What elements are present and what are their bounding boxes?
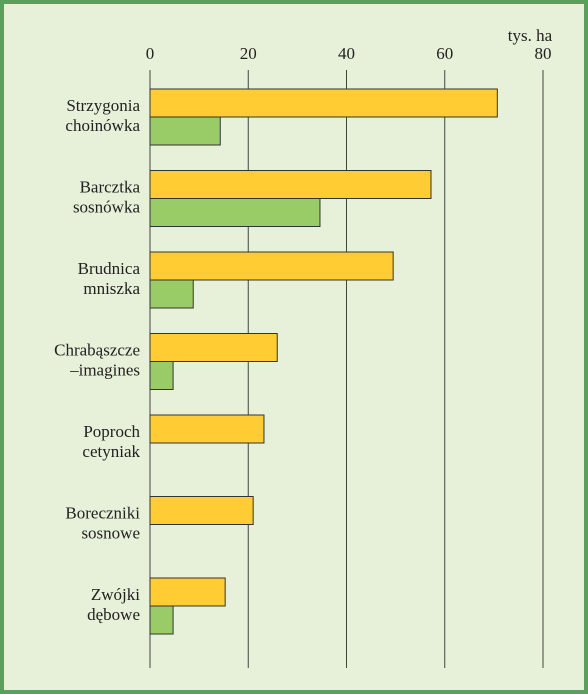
bar bbox=[149, 496, 254, 525]
y-tick-label: Barcztka bbox=[80, 177, 141, 196]
x-tick-label: 20 bbox=[240, 44, 257, 63]
y-tick-label: –imagines bbox=[69, 360, 140, 379]
bar bbox=[149, 279, 194, 309]
y-tick-label: Zwójki bbox=[91, 585, 140, 604]
y-tick-label: dębowe bbox=[87, 605, 140, 624]
y-tick-label: Brudnica bbox=[78, 259, 141, 278]
y-tick-label: mniszka bbox=[83, 279, 140, 298]
y-tick-label: sosnowe bbox=[81, 523, 140, 542]
x-tick-label: 80 bbox=[535, 44, 552, 63]
bar bbox=[149, 361, 174, 390]
y-tick-label: Poproch bbox=[83, 422, 140, 441]
y-tick-label: choinówka bbox=[65, 116, 140, 135]
y-tick-label: Strzygonia bbox=[66, 96, 140, 115]
x-tick-label: 60 bbox=[436, 44, 453, 63]
y-tick-label: Boreczniki bbox=[65, 503, 140, 522]
bar bbox=[149, 414, 265, 444]
bar bbox=[149, 170, 432, 199]
bar bbox=[149, 116, 221, 146]
bar bbox=[149, 605, 174, 635]
y-tick-label: Chrabąszcze bbox=[54, 340, 140, 359]
bar bbox=[149, 88, 498, 118]
x-tick-label: 40 bbox=[338, 44, 355, 63]
bar bbox=[149, 198, 321, 227]
y-tick-label: sosnówka bbox=[73, 197, 141, 216]
x-tick-label: 0 bbox=[146, 44, 155, 63]
axis-label: tys. ha bbox=[508, 26, 553, 45]
y-tick-label: cetyniak bbox=[82, 442, 140, 461]
bar bbox=[149, 251, 394, 281]
bar bbox=[149, 333, 278, 362]
bar bbox=[149, 577, 226, 607]
